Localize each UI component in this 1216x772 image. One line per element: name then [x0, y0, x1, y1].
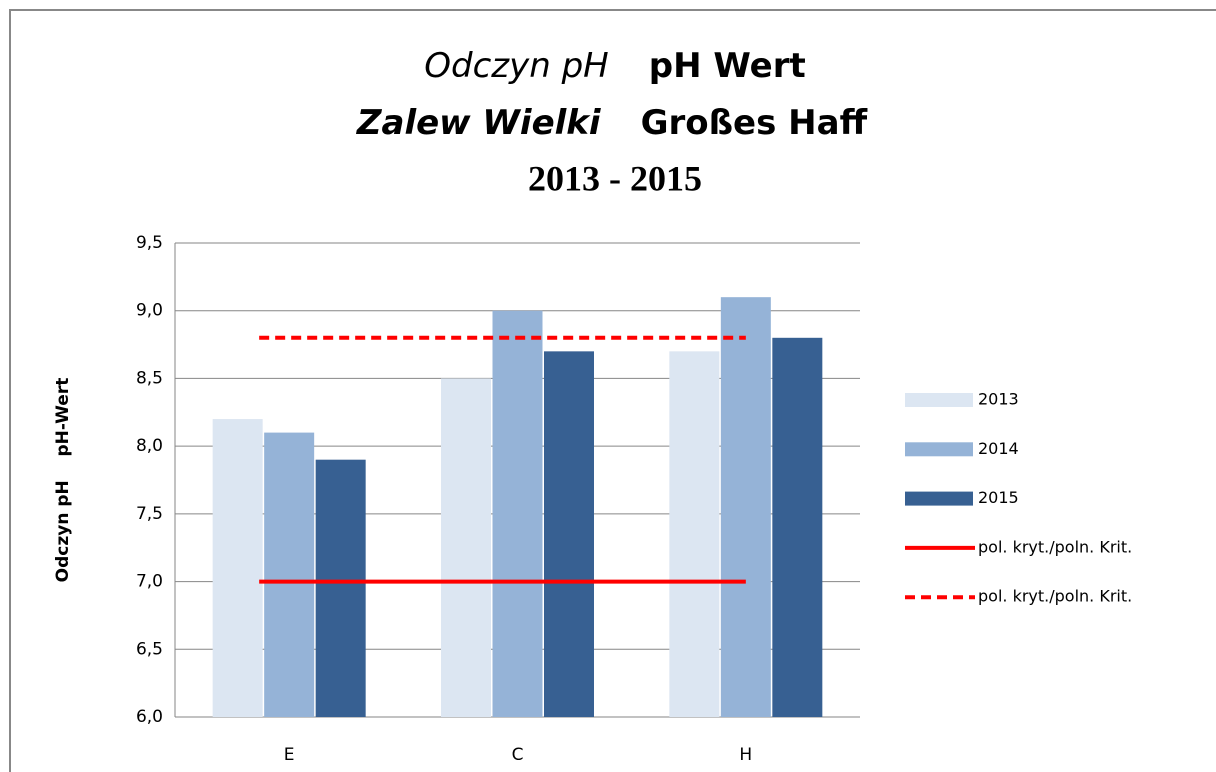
title-part: Großes Haff	[641, 103, 868, 143]
bar	[441, 378, 491, 717]
legend-label: 2013	[978, 390, 1019, 409]
bar	[264, 432, 315, 717]
legend-swatch	[905, 491, 973, 506]
legend-label: pol. kryt./poln. Krit.	[978, 587, 1132, 606]
x-tick-label: C	[512, 745, 524, 765]
bar	[315, 459, 366, 717]
bar	[772, 337, 823, 717]
y-axis-label: Odczyn pH pH-Wert	[53, 378, 73, 583]
bar	[720, 297, 771, 717]
bar	[492, 310, 543, 717]
y-tick-label: 9,0	[136, 301, 163, 321]
chart-title: Zalew Wielki Großes Haff	[356, 103, 868, 143]
chart-frame	[9, 9, 1216, 772]
title-part: Odczyn pH	[424, 46, 609, 86]
y-tick-label: 8,0	[136, 436, 163, 456]
bar	[669, 351, 720, 717]
title-part: Zalew Wielki	[356, 103, 602, 143]
y-tick-label: 6,0	[136, 707, 163, 727]
chart-title: 2013 - 2015	[528, 158, 702, 198]
y-tick-label: 8,5	[136, 368, 163, 388]
legend-swatch	[905, 393, 973, 407]
legend-label: pol. kryt./poln. Krit.	[978, 537, 1132, 556]
y-tick-label: 9,5	[136, 233, 163, 253]
x-tick-label: E	[284, 745, 295, 765]
title-part: pH Wert	[649, 46, 806, 86]
legend-label: 2014	[978, 439, 1019, 458]
x-tick-label: H	[739, 745, 752, 765]
y-tick-label: 7,5	[136, 504, 163, 524]
y-tick-label: 6,5	[136, 639, 163, 659]
bar	[212, 419, 263, 717]
legend-label: 2015	[978, 488, 1019, 507]
bar	[544, 351, 594, 717]
legend-swatch	[905, 442, 973, 457]
y-tick-label: 7,0	[136, 572, 163, 592]
chart-title: Odczyn pH pH Wert	[424, 46, 806, 86]
